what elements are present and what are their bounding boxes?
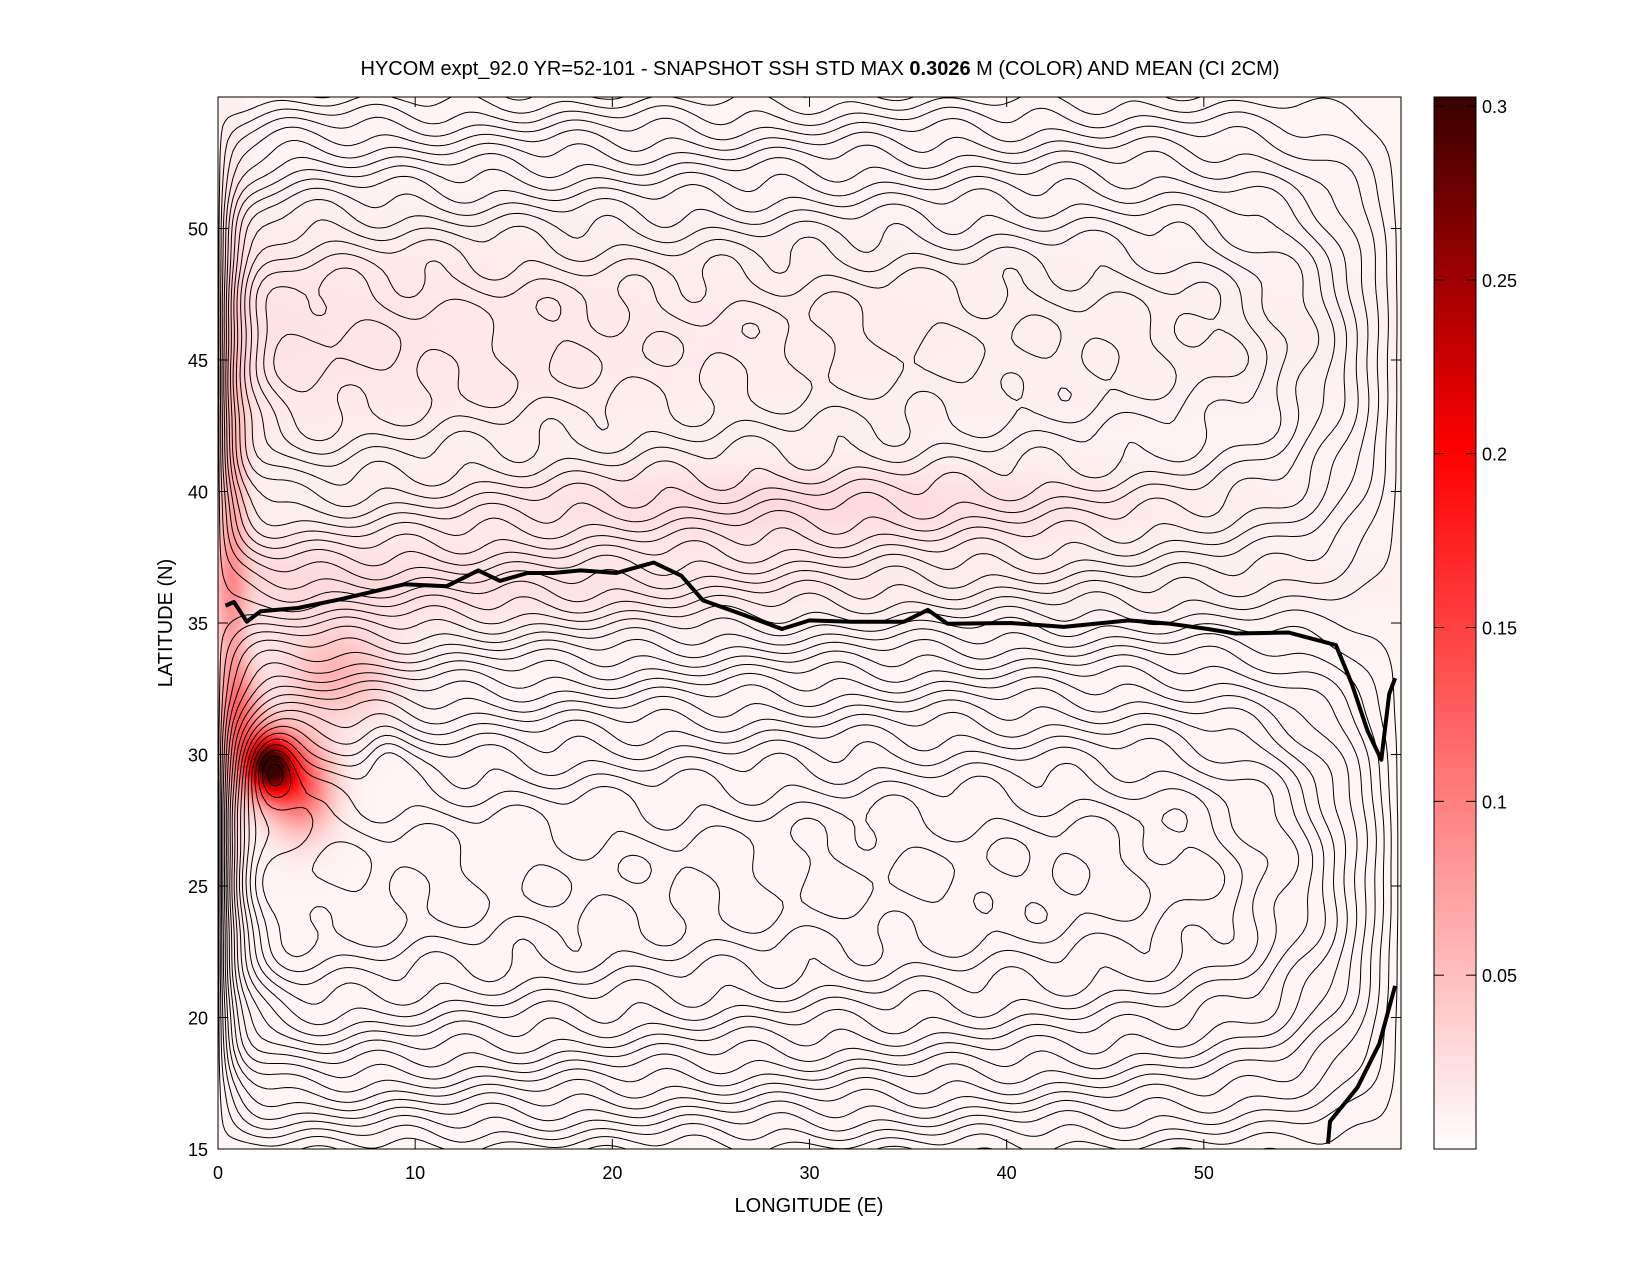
contour-line [227, 153, 1348, 555]
contour-line [219, 616, 1392, 1143]
contour-line [229, 680, 1338, 1080]
contour-line [258, 749, 652, 958]
colorbar-tick-label: 0.25 [1482, 271, 1517, 291]
y-tick-label: 25 [188, 877, 208, 897]
contour-line [220, 625, 1385, 1132]
contour-line [223, 648, 1368, 1112]
colorbar-tick-label: 0.1 [1482, 792, 1507, 812]
contour-line [232, 175, 1320, 528]
zero-contour [224, 560, 1398, 1144]
contour-line [241, 725, 1243, 1026]
x-tick-label: 40 [997, 1163, 1017, 1183]
x-tick-label: 50 [1194, 1163, 1214, 1183]
contour-line [267, 763, 284, 787]
colorbar-ticks: 0.05 0.1 0.15 0.2 0.25 0.3 [1434, 97, 1517, 986]
y-tick-label: 30 [188, 746, 208, 766]
contour-line [263, 267, 761, 442]
contour-line [261, 755, 373, 893]
contour-line [255, 253, 1072, 455]
colorbar-tick-label: 0.05 [1482, 966, 1517, 986]
contour-line [233, 699, 1314, 1054]
contour-line [235, 187, 1288, 519]
contour-line [218, 96, 1399, 1150]
y-tick-label: 40 [188, 483, 208, 503]
colorbar-gradient [1434, 97, 1476, 1149]
x-tick-label: 0 [213, 1163, 223, 1183]
zero-contour-line [224, 560, 1397, 762]
contour-line [245, 732, 1226, 1006]
contour-line [273, 319, 402, 393]
contour-line [223, 126, 1370, 581]
contour-line [249, 738, 1151, 986]
x-tick-label: 30 [799, 1163, 819, 1183]
contour-line [221, 116, 1380, 590]
ssh-std-heatmap [218, 97, 1401, 1149]
contour-line [229, 165, 1336, 540]
contour-line [231, 688, 1326, 1068]
colorbar-tick-label: 0.3 [1482, 97, 1507, 117]
contour-line [239, 199, 1268, 508]
y-tick-label: 45 [188, 351, 208, 371]
x-tick-label: 20 [602, 1163, 622, 1183]
contour-line [227, 669, 1348, 1093]
zero-contour-line [1326, 985, 1398, 1144]
y-axis-label: LATITUDE (N) [155, 559, 177, 688]
contour-line [244, 219, 1249, 487]
x-tick-label: 10 [405, 1163, 425, 1183]
contour-line [222, 637, 1377, 1122]
contour-line [225, 140, 1359, 567]
chart-title: HYCOM expt_92.0 YR=52-101 - SNAPSHOT SSH… [361, 58, 1280, 80]
title-text-suffix: M (COLOR) AND MEAN (CI 2CM) [971, 58, 1280, 80]
y-tick-label: 15 [188, 1140, 208, 1160]
contour-line [238, 718, 1269, 1037]
y-tick-label: 50 [188, 220, 208, 240]
y-tick-label: 20 [188, 1009, 208, 1029]
contour-line [249, 239, 1177, 467]
x-axis-label: LONGITUDE (E) [735, 1195, 884, 1217]
contour-line [225, 659, 1358, 1103]
x-ticks: 0 10 20 30 40 50 [213, 97, 1214, 1183]
title-max-value: 0.3026 [909, 58, 970, 80]
contour-line [236, 709, 1300, 1046]
colorbar-tick-label: 0.15 [1482, 619, 1517, 639]
y-tick-label: 35 [188, 614, 208, 634]
colorbar-tick-label: 0.2 [1482, 445, 1507, 465]
title-text: HYCOM expt_92.0 YR=52-101 - SNAPSHOT SSH… [361, 58, 910, 80]
mean-ssh-contours [218, 96, 1399, 1150]
contour-line [219, 103, 1389, 603]
colorbar-frame [1433, 96, 1477, 1150]
contour-line [254, 744, 1048, 973]
y-ticks: 15 20 25 30 35 40 45 50 [188, 220, 1401, 1160]
